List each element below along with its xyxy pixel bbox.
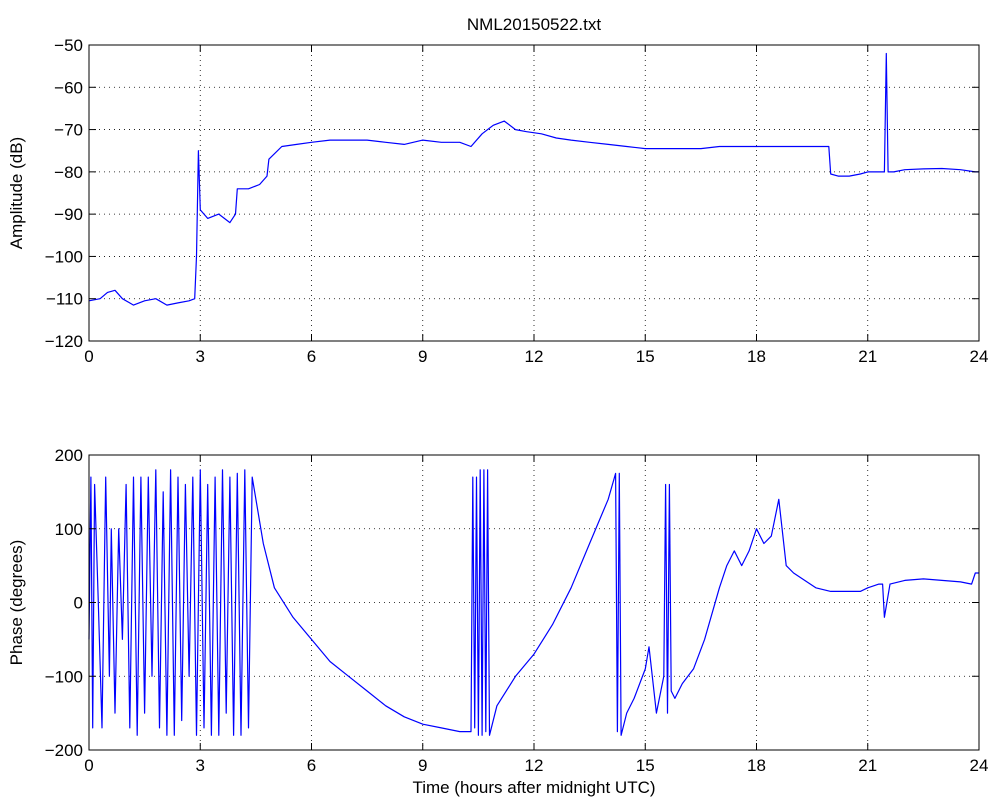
amplitude-series-line (88, 52, 979, 306)
amplitude-x-tick-label: 9 (418, 347, 427, 366)
phase-x-axis-label: Time (hours after midnight UTC) (412, 778, 655, 797)
phase-y-tick-label: −200 (45, 741, 83, 760)
phase-y-tick-label: −100 (45, 667, 83, 686)
amplitude-x-tick-label: 18 (747, 347, 766, 366)
phase-y-tick-label: 200 (55, 446, 83, 465)
amplitude-series (88, 52, 979, 306)
phase-x-tick-label: 21 (858, 756, 877, 775)
amplitude-y-tick-label: −120 (45, 332, 83, 351)
phase-x-tick-label: 9 (418, 756, 427, 775)
amplitude-x-tick-label: 3 (196, 347, 205, 366)
phase-x-tick-label: 12 (525, 756, 544, 775)
amplitude-x-tick-label: 6 (307, 347, 316, 366)
amplitude-x-tick-label: 15 (636, 347, 655, 366)
phase-y-tick-label: 0 (74, 594, 83, 613)
phase-y-axis-label: Phase (degrees) (7, 540, 26, 666)
phase-ticks: 0 3 6 9 12 15 18 21 24 −200 −100 0 100 200 (45, 446, 989, 775)
amplitude-axes: 0 3 6 9 12 15 18 21 24 −120 −110 −100 −90 −80 −70 −60 −5… (7, 36, 988, 366)
phase-series-line (88, 469, 979, 736)
amplitude-y-tick-label: −60 (54, 78, 83, 97)
phase-y-tick-label: 100 (55, 520, 83, 539)
phase-x-tick-label: 6 (307, 756, 316, 775)
phase-axes: 0 3 6 9 12 15 18 21 24 −200 −100 0 100 200 Phase (deg… (7, 446, 988, 797)
amplitude-x-tick-label: 21 (858, 347, 877, 366)
phase-x-tick-label: 18 (747, 756, 766, 775)
amplitude-y-tick-label: −70 (54, 121, 83, 140)
phase-x-tick-label: 3 (196, 756, 205, 775)
amplitude-grid (89, 45, 979, 341)
amplitude-x-tick-label: 24 (970, 347, 989, 366)
phase-series (88, 469, 979, 736)
amplitude-x-tick-label: 12 (525, 347, 544, 366)
amplitude-y-tick-label: −80 (54, 163, 83, 182)
amplitude-x-tick-label: 0 (84, 347, 93, 366)
phase-x-tick-label: 15 (636, 756, 655, 775)
amplitude-y-tick-label: −100 (45, 247, 83, 266)
amplitude-y-axis-label: Amplitude (dB) (7, 137, 26, 249)
amplitude-y-tick-label: −90 (54, 205, 83, 224)
phase-grid (89, 455, 979, 750)
amplitude-y-tick-label: −50 (54, 36, 83, 55)
figure-title: NML20150522.txt (467, 15, 601, 34)
amplitude-ticks: 0 3 6 9 12 15 18 21 24 −120 −110 −100 −90 −80 −70 −60 −5… (45, 36, 989, 366)
phase-x-tick-label: 0 (84, 756, 93, 775)
phase-x-tick-label: 24 (970, 756, 989, 775)
amplitude-y-tick-label: −110 (46, 290, 83, 309)
